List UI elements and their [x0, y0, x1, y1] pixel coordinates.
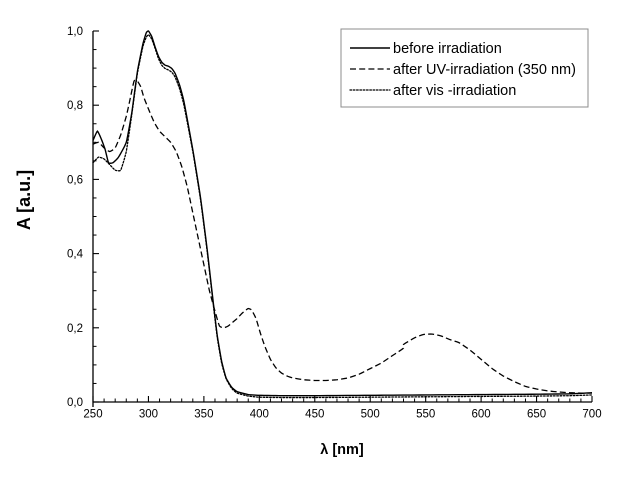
- svg-text:700: 700: [582, 409, 601, 421]
- svg-text:300: 300: [139, 409, 158, 421]
- svg-text:600: 600: [472, 409, 491, 421]
- svg-text:1,0: 1,0: [67, 26, 83, 38]
- svg-text:A [a.u.]: A [a.u.]: [14, 170, 34, 230]
- svg-text:before irradiation: before irradiation: [393, 41, 502, 57]
- svg-text:λ [nm]: λ [nm]: [320, 442, 364, 458]
- svg-text:0,6: 0,6: [67, 174, 83, 186]
- svg-text:350: 350: [194, 409, 213, 421]
- svg-text:500: 500: [361, 409, 380, 421]
- svg-text:650: 650: [527, 409, 546, 421]
- svg-text:0,2: 0,2: [67, 323, 83, 335]
- svg-text:250: 250: [83, 409, 102, 421]
- svg-text:after vis -irradiation: after vis -irradiation: [393, 83, 516, 99]
- svg-text:450: 450: [305, 409, 324, 421]
- svg-text:0,0: 0,0: [67, 397, 83, 409]
- svg-text:0,8: 0,8: [67, 100, 83, 112]
- svg-text:0,4: 0,4: [67, 249, 84, 261]
- svg-text:400: 400: [250, 409, 269, 421]
- svg-text:after UV-irradiation (350 nm): after UV-irradiation (350 nm): [393, 62, 576, 78]
- svg-text:550: 550: [416, 409, 435, 421]
